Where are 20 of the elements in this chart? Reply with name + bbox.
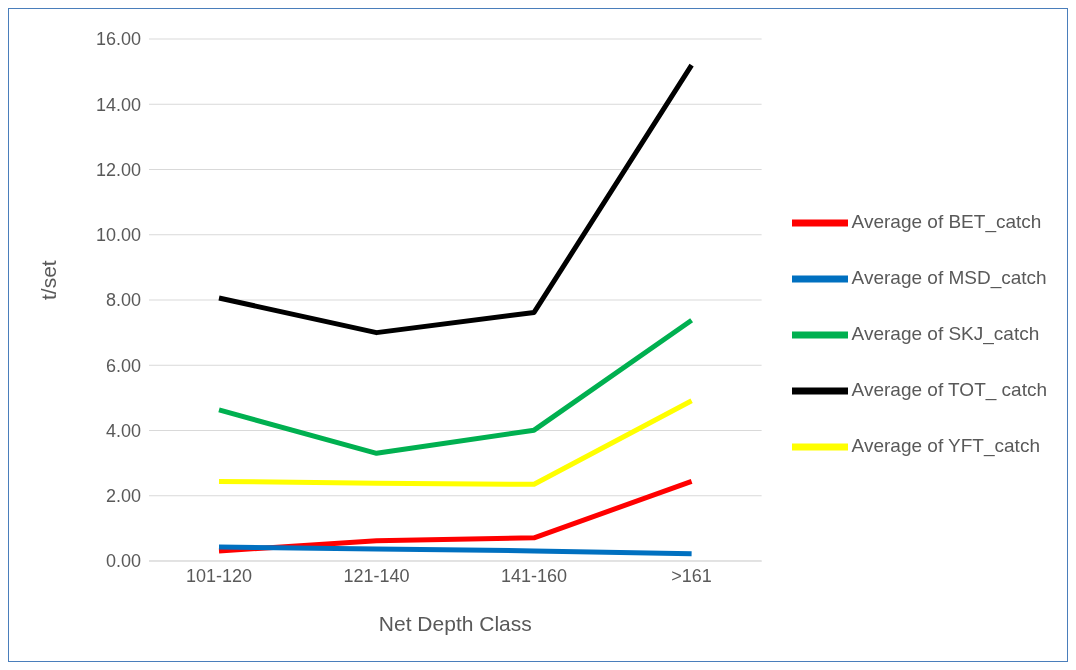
y-tick-label: 12.00 [95, 159, 141, 180]
legend-label: Average of YFT_catch [851, 435, 1040, 457]
y-tick-label: 14.00 [95, 94, 141, 115]
y-tick-label: 4.00 [105, 420, 141, 441]
x-tick-label: >161 [671, 565, 712, 586]
y-tick-label: 10.00 [95, 225, 141, 246]
y-tick-label: 2.00 [105, 486, 141, 507]
y-tick-label: 16.00 [95, 29, 141, 50]
x-axis-title: Net Depth Class [378, 612, 532, 635]
y-axis-title: t/set [37, 260, 61, 300]
y-tick-label: 8.00 [105, 290, 141, 311]
x-tick-label: 141-160 [501, 565, 568, 586]
y-tick-label: 0.00 [105, 551, 141, 572]
x-tick-label: 101-120 [185, 565, 253, 586]
legend-label: Average of SKJ_catch [851, 323, 1040, 345]
legend-label: Average of TOT_ catch [851, 379, 1047, 401]
legend-label: Average of BET_catch [851, 211, 1042, 233]
x-tick-label: 121-140 [343, 565, 410, 586]
legend-label: Average of MSD_catch [851, 267, 1047, 289]
y-tick-label: 6.00 [105, 355, 141, 376]
